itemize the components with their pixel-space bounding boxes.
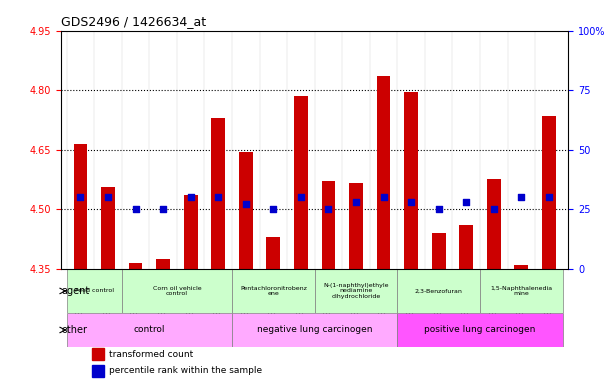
FancyBboxPatch shape <box>397 313 563 347</box>
Point <box>379 194 389 200</box>
Text: 1,5-Naphthalenedia
mine: 1,5-Naphthalenedia mine <box>490 286 552 296</box>
Bar <box>432 233 445 269</box>
FancyBboxPatch shape <box>67 269 122 313</box>
FancyBboxPatch shape <box>232 313 397 347</box>
Bar <box>349 184 363 269</box>
Point <box>76 194 86 200</box>
Bar <box>404 92 418 269</box>
Point <box>213 194 223 200</box>
Point <box>131 206 141 212</box>
Point <box>516 194 526 200</box>
Point <box>434 206 444 212</box>
Bar <box>514 265 529 269</box>
Text: agent: agent <box>61 286 90 296</box>
Bar <box>92 348 104 360</box>
Point <box>324 206 334 212</box>
Point <box>296 194 306 200</box>
Bar <box>294 96 308 269</box>
Bar <box>487 179 500 269</box>
Text: N-(1-naphthyl)ethyle
nediamine
dihydrochloride: N-(1-naphthyl)ethyle nediamine dihydroch… <box>323 283 389 299</box>
Text: Corn oil vehicle
control: Corn oil vehicle control <box>153 286 201 296</box>
Text: negative lung carcinogen: negative lung carcinogen <box>257 326 373 334</box>
FancyBboxPatch shape <box>122 269 232 313</box>
Text: percentile rank within the sample: percentile rank within the sample <box>109 366 262 376</box>
FancyBboxPatch shape <box>315 269 397 313</box>
Text: Pentachloronitrobenz
ene: Pentachloronitrobenz ene <box>240 286 307 296</box>
Bar <box>376 76 390 269</box>
Text: GDS2496 / 1426634_at: GDS2496 / 1426634_at <box>61 15 207 28</box>
Bar <box>542 116 556 269</box>
Point <box>544 194 554 200</box>
Bar <box>92 365 104 377</box>
Point <box>158 206 168 212</box>
Text: positive lung carcinogen: positive lung carcinogen <box>425 326 536 334</box>
Bar <box>184 195 197 269</box>
Text: transformed count: transformed count <box>109 350 194 359</box>
Text: Feed control: Feed control <box>75 288 114 293</box>
Point <box>461 199 471 205</box>
Text: other: other <box>61 325 87 335</box>
Bar <box>156 259 170 269</box>
FancyBboxPatch shape <box>480 269 563 313</box>
Text: control: control <box>134 326 165 334</box>
Point <box>268 206 278 212</box>
FancyBboxPatch shape <box>232 269 315 313</box>
Point <box>103 194 113 200</box>
Text: 2,3-Benzofuran: 2,3-Benzofuran <box>415 288 463 293</box>
Bar <box>459 225 473 269</box>
FancyBboxPatch shape <box>67 313 232 347</box>
Point <box>489 206 499 212</box>
Point <box>186 194 196 200</box>
Bar <box>101 187 115 269</box>
Bar <box>129 263 142 269</box>
Bar <box>211 118 225 269</box>
Point <box>351 199 361 205</box>
Bar <box>266 237 280 269</box>
Point <box>406 199 416 205</box>
Bar <box>321 181 335 269</box>
Point <box>241 201 251 207</box>
Bar <box>73 144 87 269</box>
FancyBboxPatch shape <box>397 269 480 313</box>
Bar <box>239 152 253 269</box>
